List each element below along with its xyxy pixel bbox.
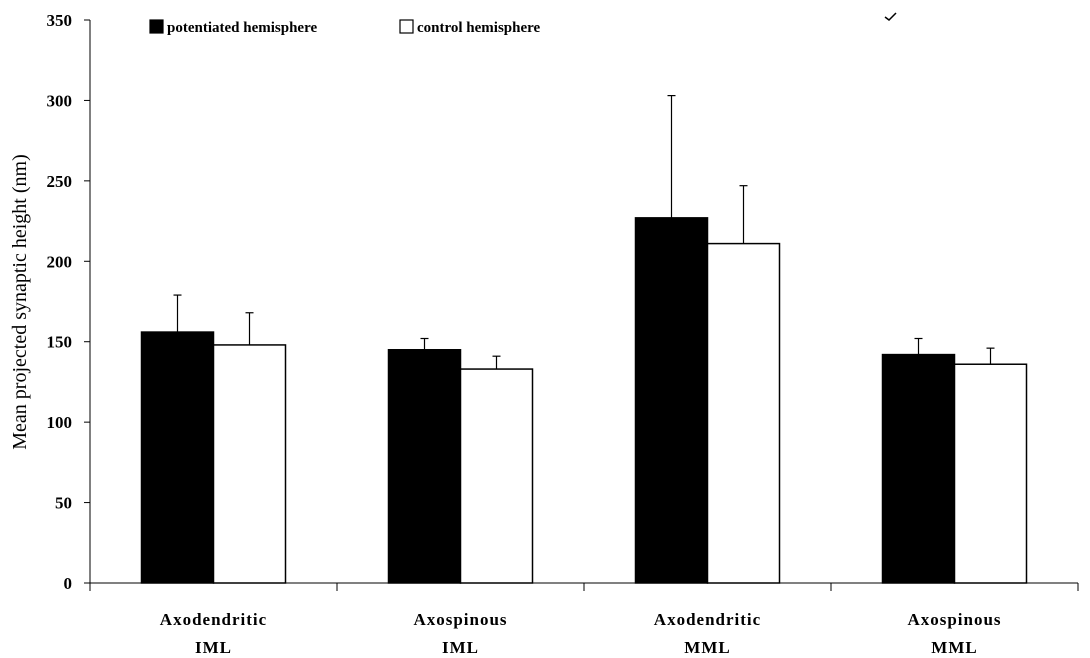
stray-mark	[884, 12, 897, 21]
legend-swatch	[399, 19, 414, 34]
y-tick-label: 200	[47, 252, 73, 271]
bar-potentiated	[881, 353, 956, 584]
x-category-label: Axospinous	[907, 610, 1001, 629]
bars	[140, 217, 1028, 584]
legend: potentiated hemisphere control hemisphere	[149, 19, 541, 36]
legend-label: control hemisphere	[417, 20, 541, 36]
bar-potentiated	[634, 217, 709, 584]
y-tick-label: 350	[47, 11, 73, 30]
bar-potentiated	[387, 349, 462, 584]
x-category-label: IML	[442, 638, 479, 657]
legend-label: potentiated hemisphere	[167, 20, 317, 36]
x-category-label: Axospinous	[413, 610, 507, 629]
y-tick-label: 250	[47, 172, 73, 191]
bar-control	[212, 344, 287, 584]
legend-swatch	[149, 19, 164, 34]
x-category-label: Axodendritic	[160, 610, 267, 629]
y-tick-label: 0	[64, 574, 73, 593]
y-tick-label: 50	[55, 494, 72, 513]
y-tick-label: 300	[47, 91, 73, 110]
x-category-label: Axodendritic	[654, 610, 761, 629]
bar-potentiated	[140, 331, 215, 584]
error-bars	[173, 95, 995, 370]
bar-control	[953, 363, 1028, 584]
y-tick-label: 100	[47, 413, 73, 432]
y-axis-title: Mean projected synaptic height (nm)	[9, 154, 31, 449]
y-axis: 0 50 100 150 200 250 300 350	[47, 11, 91, 593]
x-axis: Axodendritic IML Axospinous IML Axodendritic…	[89, 582, 1079, 657]
bar-control	[706, 242, 781, 584]
x-category-label: IML	[195, 638, 232, 657]
x-category-label: MML	[931, 638, 977, 657]
y-tick-label: 150	[47, 333, 73, 352]
x-category-label: MML	[684, 638, 730, 657]
bar-control	[459, 368, 534, 584]
